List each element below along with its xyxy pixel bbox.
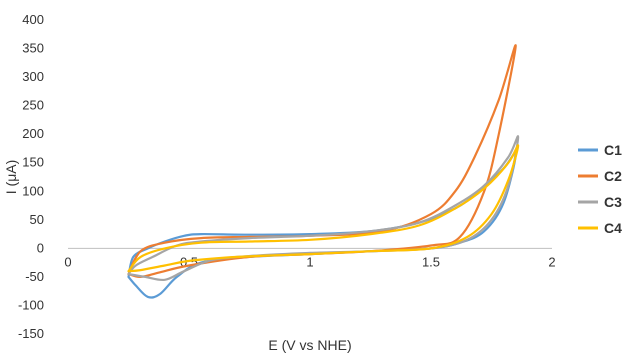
series-line-c3 xyxy=(127,135,520,282)
series-line-c4 xyxy=(127,144,520,273)
y-tick-label: 400 xyxy=(22,12,44,27)
legend-label: C4 xyxy=(604,220,622,236)
y-tick-label: 100 xyxy=(22,183,44,198)
x-tick-label: 2 xyxy=(548,254,555,269)
y-tick-label: 150 xyxy=(22,155,44,170)
y-tick-label: -50 xyxy=(25,269,44,284)
y-tick-label: -150 xyxy=(18,326,44,341)
legend-label: C2 xyxy=(604,168,622,184)
x-tick-label: 1.5 xyxy=(422,254,440,269)
y-tick-label: 50 xyxy=(30,212,44,227)
y-tick-label: 350 xyxy=(22,41,44,56)
x-axis-title: E (V vs NHE) xyxy=(268,337,351,353)
legend-label: C3 xyxy=(604,194,622,210)
y-tick-label: -100 xyxy=(18,297,44,312)
y-tick-label: 0 xyxy=(37,240,44,255)
y-axis-title: I (μA) xyxy=(3,160,19,195)
x-axis-ticks: 0 0.5 1 1.5 2 xyxy=(64,254,555,269)
series-line-c2 xyxy=(127,44,517,279)
y-axis-ticks: 400 350 300 250 200 150 100 50 0 -50 -100 -150 xyxy=(18,12,44,341)
legend: C1 C2 C3 C4 xyxy=(578,142,622,236)
x-tick-label: 1 xyxy=(306,254,313,269)
series-line-c1 xyxy=(127,151,517,299)
y-tick-label: 200 xyxy=(22,126,44,141)
x-tick-label: 0 xyxy=(64,254,71,269)
y-tick-label: 300 xyxy=(22,69,44,84)
legend-label: C1 xyxy=(604,142,622,158)
y-tick-label: 250 xyxy=(22,98,44,113)
series-layer xyxy=(127,44,520,299)
